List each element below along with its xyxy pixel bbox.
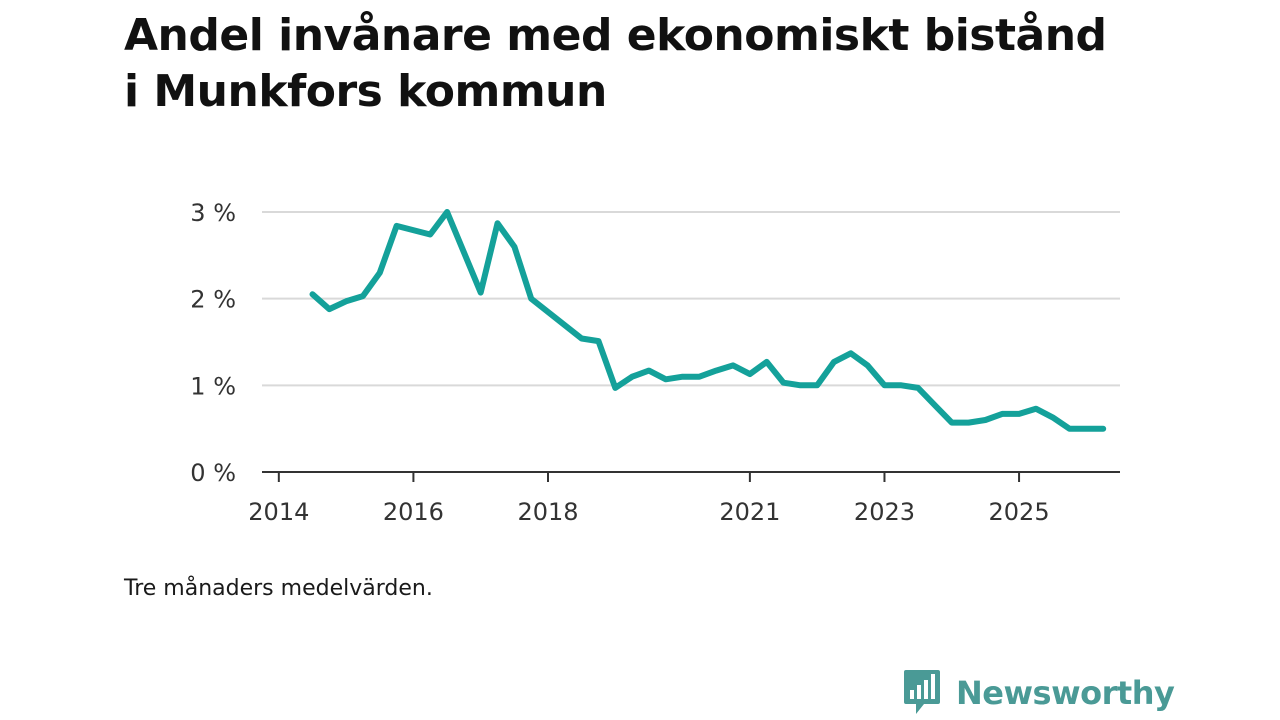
- x-tick-label: 2025: [989, 498, 1050, 526]
- x-axis-ticks: 2014 2016 2018 2021 2023 2025: [248, 472, 1050, 526]
- x-tick-label: 2023: [854, 498, 915, 526]
- y-tick-label: 2 %: [190, 286, 236, 314]
- y-tick-label: 1 %: [190, 372, 236, 400]
- x-tick-label: 2021: [719, 498, 780, 526]
- x-tick-label: 2016: [383, 498, 444, 526]
- x-tick-label: 2014: [248, 498, 309, 526]
- bar-chart-speech-bubble-icon: [904, 670, 940, 714]
- x-tick-label: 2018: [517, 498, 578, 526]
- grid-lines: [262, 211, 1120, 387]
- y-tick-label: 0 %: [190, 459, 236, 487]
- y-axis-ticks: 0 % 1 % 2 % 3 %: [190, 199, 236, 487]
- brand-logo: Newsworthy: [902, 668, 1175, 718]
- chart-title: Andel invånare med ekonomiskt bistånd i …: [124, 10, 1107, 117]
- brand-name: Newsworthy: [956, 674, 1175, 712]
- chart-note: Tre månaders medelvärden.: [124, 576, 433, 601]
- series-lines: [309, 209, 1107, 432]
- y-tick-label: 3 %: [190, 199, 236, 227]
- series-line: [309, 209, 1107, 432]
